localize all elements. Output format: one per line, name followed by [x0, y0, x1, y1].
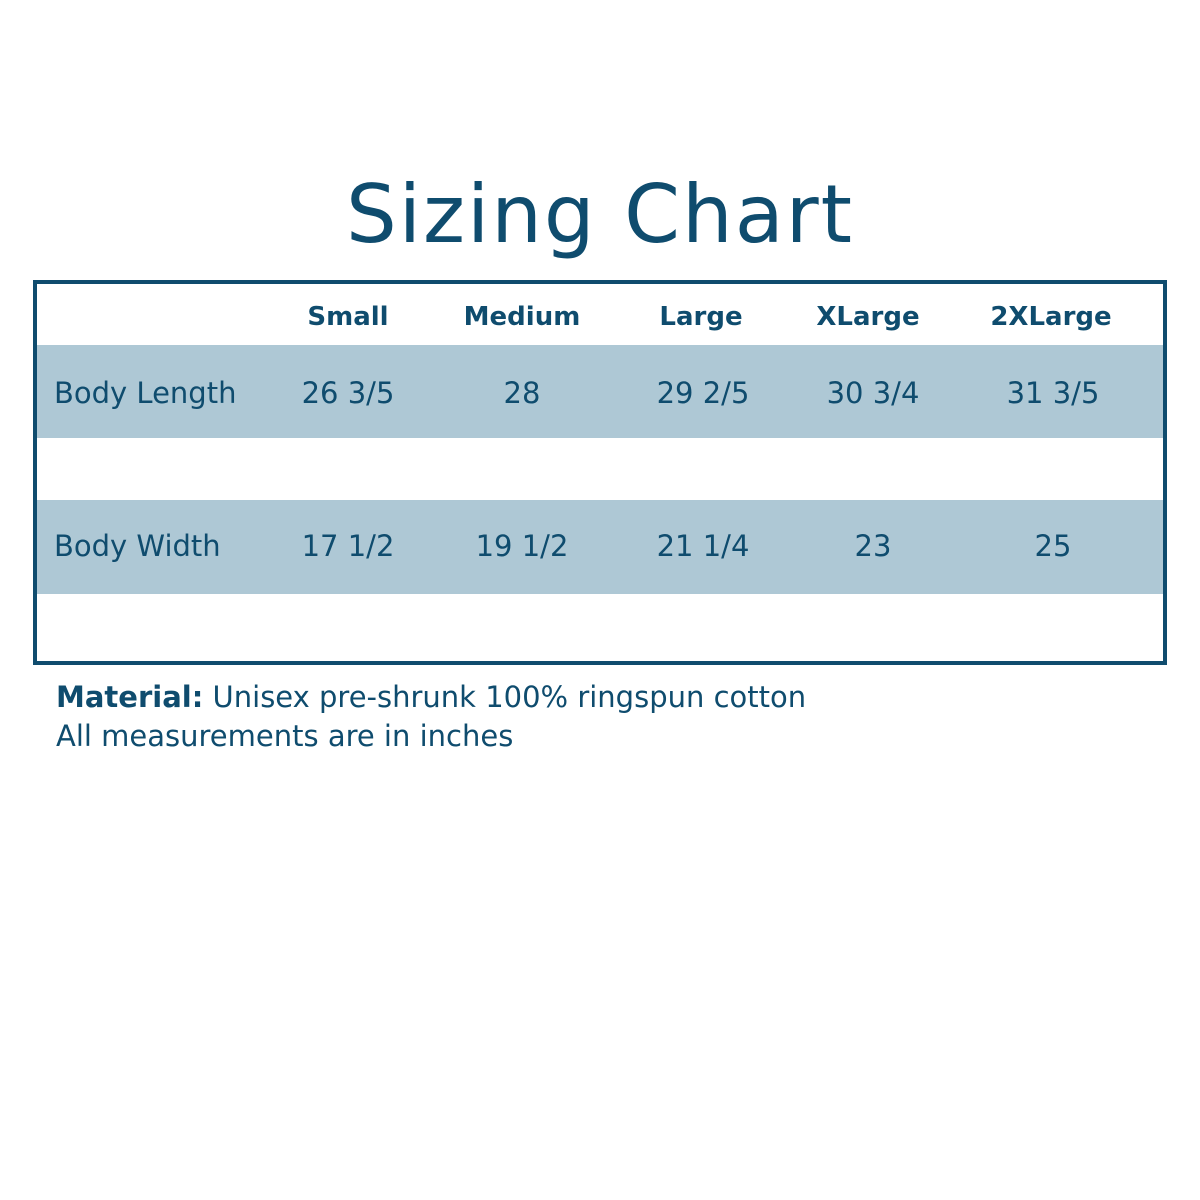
table-cell: 26 3/5 [301, 376, 395, 410]
column-header-medium: Medium [463, 302, 581, 332]
column-header-small: Small [307, 302, 389, 332]
table-cell: 17 1/2 [301, 529, 395, 563]
row-label-body-width: Body Width [54, 529, 221, 563]
units-note: All measurements are in inches [56, 719, 514, 753]
row-label-body-length: Body Length [54, 376, 237, 410]
sizing-table: Small Medium Large XLarge 2XLarge Body L… [33, 280, 1167, 665]
table-cell: 31 3/5 [1006, 376, 1100, 410]
table-cell: 30 3/4 [826, 376, 920, 410]
row-band-body-length [37, 345, 1163, 438]
table-cell: 19 1/2 [475, 529, 569, 563]
table-cell: 29 2/5 [656, 376, 750, 410]
table-cell: 28 [503, 376, 541, 410]
material-note: Material: Unisex pre-shrunk 100% ringspu… [56, 680, 806, 714]
table-cell: 25 [1034, 529, 1072, 563]
table-cell: 23 [854, 529, 892, 563]
table-cell: 21 1/4 [656, 529, 750, 563]
column-header-large: Large [659, 302, 743, 332]
column-header-2xlarge: 2XLarge [990, 302, 1112, 332]
page-title: Sizing Chart [346, 168, 854, 261]
material-text: Unisex pre-shrunk 100% ringspun cotton [203, 680, 807, 714]
material-label: Material: [56, 680, 204, 714]
column-header-xlarge: XLarge [816, 302, 920, 332]
row-band-body-width [37, 500, 1163, 594]
